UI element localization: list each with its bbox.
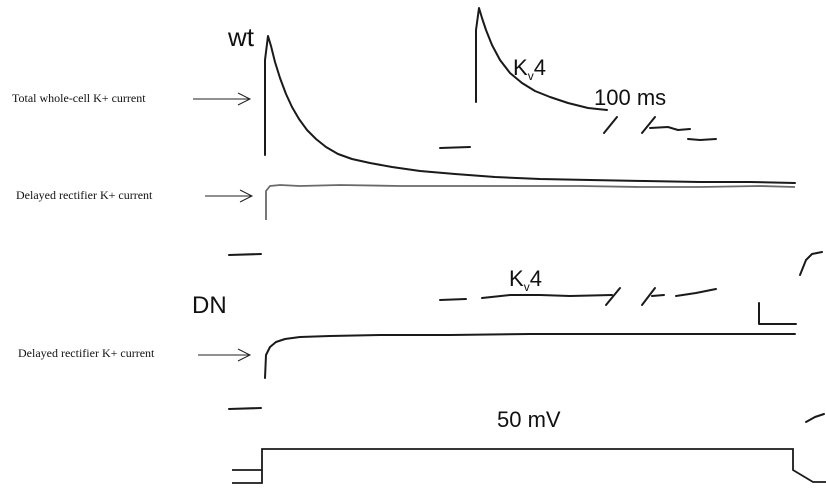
voltage-protocol-trace	[232, 448, 826, 483]
kv4-wt-trace-group	[439, 7, 717, 149]
wt-holding-baseline	[228, 253, 262, 256]
dn-delayed-rectifier-trace	[264, 333, 796, 379]
calibration-bar	[758, 302, 797, 325]
kv4-label-wt: Kv4	[513, 55, 546, 83]
svg-text:Kv4: Kv4	[509, 266, 542, 294]
arrow-delayed-rectifier-wt	[205, 189, 254, 203]
kv4-label-dn: Kv4	[509, 266, 542, 294]
wt-total-current-trace	[264, 35, 796, 184]
svg-text:Kv4: Kv4	[513, 55, 546, 83]
arrow-delayed-rectifier-dn	[198, 348, 252, 362]
kv4-dn-trace-group	[439, 287, 717, 306]
annotation-delayed-rectifier-dn: Delayed rectifier K+ current	[18, 346, 155, 360]
time-scale-label: 100 ms	[594, 85, 666, 110]
panel-label-dn: DN	[192, 292, 227, 319]
wt-delayed-rectifier-trace	[265, 184, 796, 220]
dn-holding-baseline	[228, 407, 262, 410]
annotation-total-current: Total whole-cell K+ current	[12, 91, 146, 105]
annotation-delayed-rectifier-wt: Delayed rectifier K+ current	[16, 188, 153, 202]
dn-tail-fragment	[805, 413, 825, 423]
wt-tail-fragment	[799, 251, 823, 276]
voltage-scale-label: 50 mV	[497, 407, 561, 432]
arrow-total-current	[193, 92, 252, 106]
voltage-protocol-baseline	[232, 470, 263, 484]
panel-label-wt: wt	[227, 22, 255, 52]
